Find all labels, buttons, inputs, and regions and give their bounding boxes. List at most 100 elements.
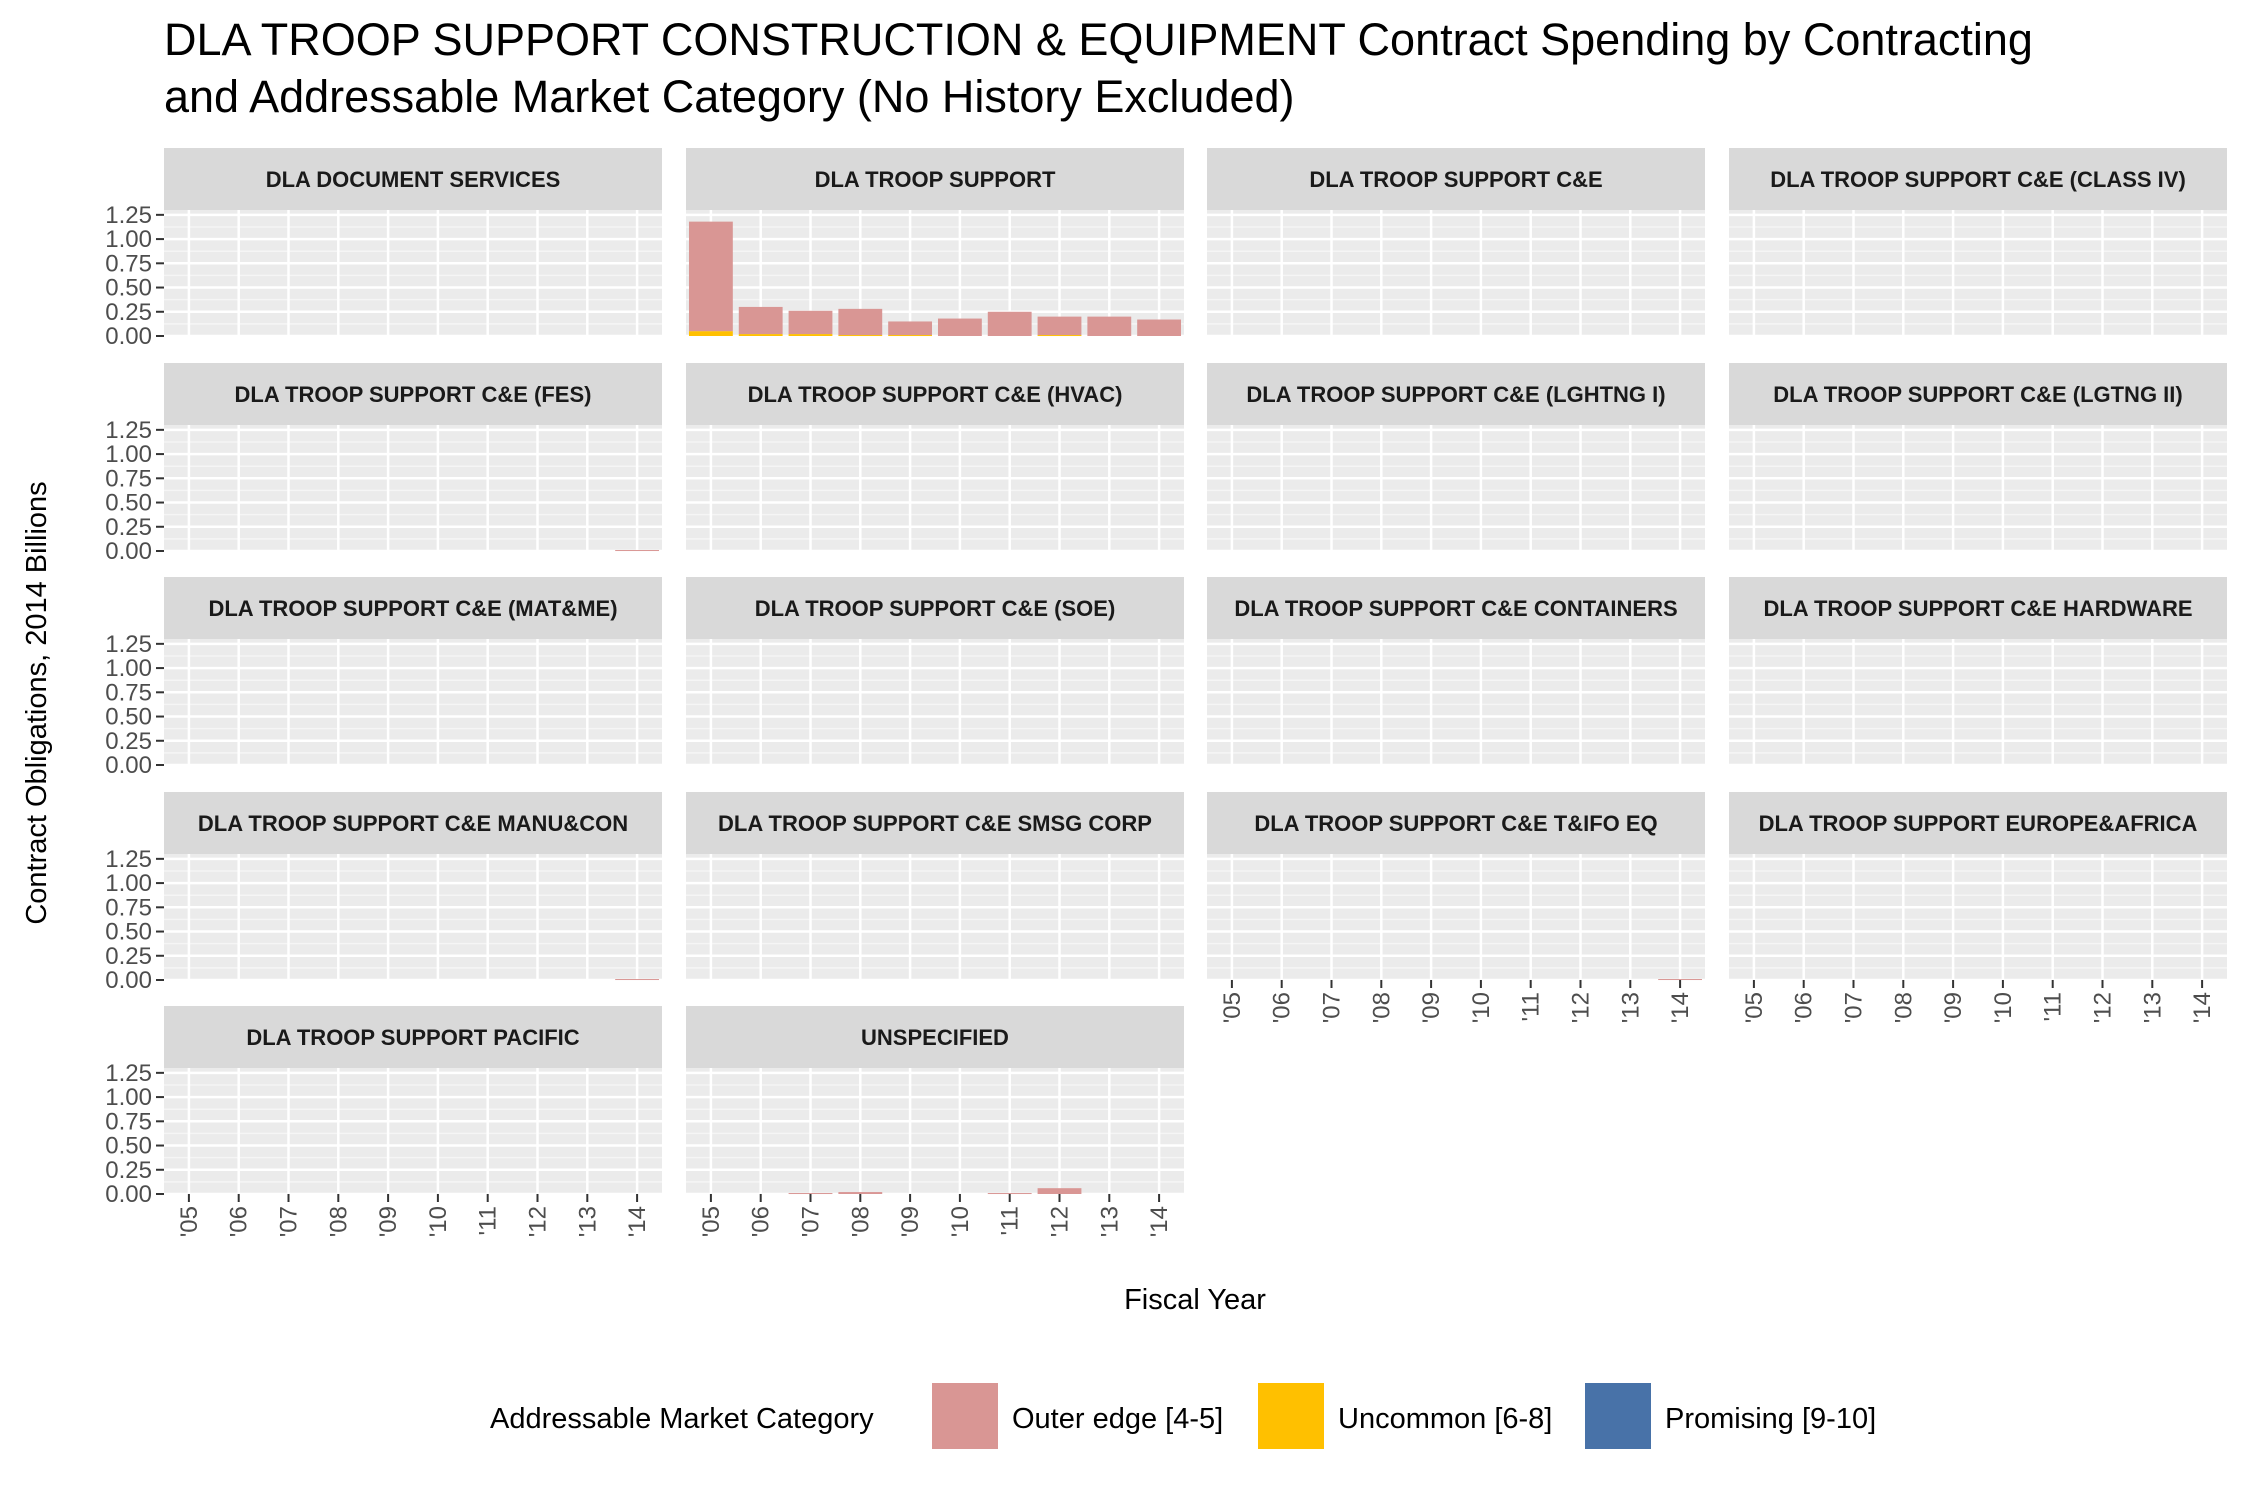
bar-outer-edge-4-5-06 bbox=[738, 306, 783, 335]
x-tick-label: '11 bbox=[997, 1206, 1024, 1236]
panel-dla-troop-support-c-e-manu-con: DLA TROOP SUPPORT C&E MANU&CON0.000.250.… bbox=[105, 792, 662, 994]
facet-strip bbox=[1729, 148, 2227, 210]
bar-outer-edge-4-5-11 bbox=[987, 311, 1032, 336]
panel-dla-troop-support-c-e-containers: DLA TROOP SUPPORT C&E CONTAINERS bbox=[1207, 577, 1705, 767]
y-tick-label: 0.50 bbox=[105, 275, 152, 302]
panel-background bbox=[686, 1068, 1184, 1194]
x-tick-label: '05 bbox=[1219, 992, 1246, 1023]
legend-title: Addressable Market Category bbox=[490, 1403, 874, 1435]
y-tick-label: 0.50 bbox=[105, 1133, 152, 1160]
panel-dla-troop-support-c-e-lgtng-ii: DLA TROOP SUPPORT C&E (LGTNG II) bbox=[1729, 363, 2227, 553]
facet-strip bbox=[1729, 792, 2227, 854]
legend-key-promising-9-10 bbox=[1585, 1383, 1651, 1449]
panel-dla-troop-support: DLA TROOP SUPPORT bbox=[686, 148, 1184, 338]
y-tick-label: 0.75 bbox=[105, 1108, 152, 1135]
y-tick-label: 0.00 bbox=[105, 323, 152, 350]
x-tick-label: '08 bbox=[1368, 992, 1395, 1023]
x-tick-label: '10 bbox=[1990, 992, 2017, 1023]
x-tick-label: '09 bbox=[375, 1206, 402, 1237]
y-tick-label: 1.25 bbox=[105, 417, 152, 444]
legend-key-outer-edge-4-5 bbox=[932, 1383, 998, 1449]
bar-uncommon-6-8-06 bbox=[738, 334, 783, 336]
panel-background bbox=[1207, 210, 1705, 336]
bar-outer-edge-4-5-14 bbox=[615, 550, 660, 552]
bar-outer-edge-4-5-05 bbox=[688, 221, 733, 332]
facet-strip bbox=[164, 363, 662, 425]
legend: Addressable Market Category Outer edge [… bbox=[490, 1383, 1876, 1449]
x-tick-label: '08 bbox=[1890, 992, 1917, 1023]
x-tick-label: '14 bbox=[2189, 992, 2216, 1023]
y-tick-label: 0.50 bbox=[105, 490, 152, 517]
panel-dla-troop-support-c-e-soe: DLA TROOP SUPPORT C&E (SOE) bbox=[686, 577, 1184, 767]
panel-dla-troop-support-c-e: DLA TROOP SUPPORT C&E bbox=[1207, 148, 1705, 338]
panel-dla-troop-support-c-e-hardware: DLA TROOP SUPPORT C&E HARDWARE bbox=[1729, 577, 2227, 767]
panel-dla-troop-support-c-e-hvac: DLA TROOP SUPPORT C&E (HVAC) bbox=[686, 363, 1184, 553]
x-tick-label: '12 bbox=[1568, 992, 1595, 1023]
facet-strip bbox=[1207, 577, 1705, 639]
panel-background bbox=[1207, 425, 1705, 551]
x-tick-label: '06 bbox=[748, 1206, 775, 1237]
bar-outer-edge-4-5-12 bbox=[1037, 1188, 1082, 1194]
panel-dla-troop-support-c-e-t-ifo-eq: DLA TROOP SUPPORT C&E T&IFO EQ '05 '06 '07 '… bbox=[1207, 792, 1705, 1023]
bar-outer-edge-4-5-14 bbox=[615, 979, 660, 981]
x-tick-label: '12 bbox=[525, 1206, 552, 1237]
x-tick-label: '10 bbox=[425, 1206, 452, 1237]
panel-background bbox=[1729, 854, 2227, 980]
chart-title-line-2: and Addressable Market Category (No Hist… bbox=[164, 71, 1295, 122]
facet-strip-label: DLA TROOP SUPPORT C&E HARDWARE bbox=[1763, 596, 2192, 621]
x-tick-label: '09 bbox=[1940, 992, 1967, 1023]
facet-strip bbox=[164, 577, 662, 639]
bar-outer-edge-4-5-07 bbox=[788, 310, 833, 335]
x-tick-label: '10 bbox=[1468, 992, 1495, 1023]
panel-dla-troop-support-c-e-class-iv: DLA TROOP SUPPORT C&E (CLASS IV) bbox=[1729, 148, 2227, 338]
legend-key-uncommon-6-8 bbox=[1258, 1383, 1324, 1449]
x-tick-label: '06 bbox=[1269, 992, 1296, 1023]
y-tick-label: 0.00 bbox=[105, 967, 152, 994]
y-tick-label: 0.25 bbox=[105, 1157, 152, 1184]
facet-strip-label: DLA TROOP SUPPORT C&E SMSG CORP bbox=[718, 811, 1152, 836]
facet-strip-label: DLA TROOP SUPPORT C&E bbox=[1309, 167, 1602, 192]
y-tick-label: 1.25 bbox=[105, 631, 152, 658]
panel-dla-troop-support-c-e-fes: DLA TROOP SUPPORT C&E (FES) 0.000.250.500… bbox=[105, 363, 662, 565]
y-tick-label: 0.00 bbox=[105, 538, 152, 565]
bar-uncommon-6-8-09 bbox=[888, 335, 933, 337]
x-tick-label: '13 bbox=[1096, 1206, 1123, 1237]
x-tick-label: '07 bbox=[1841, 992, 1868, 1023]
chart-title-line-1: DLA TROOP SUPPORT CONSTRUCTION & EQUIPME… bbox=[164, 14, 2033, 65]
panel-background bbox=[164, 639, 662, 765]
y-tick-label: 0.00 bbox=[105, 1181, 152, 1208]
y-tick-label: 0.50 bbox=[105, 919, 152, 946]
y-tick-label: 0.75 bbox=[105, 465, 152, 492]
panel-dla-document-services: DLA DOCUMENT SERVICES 0.000.250.500.751.0… bbox=[105, 148, 662, 350]
facet-strip-label: DLA TROOP SUPPORT C&E CONTAINERS bbox=[1234, 596, 1677, 621]
facet-strip-label: DLA TROOP SUPPORT EUROPE&AFRICA bbox=[1759, 811, 2198, 836]
panel-unspecified: UNSPECIFIED '05 '06 '07 '08 '09 '10 '11 '12 '13 '1… bbox=[686, 1006, 1184, 1237]
x-tick-label: '06 bbox=[226, 1206, 253, 1237]
panel-background bbox=[686, 854, 1184, 980]
bar-uncommon-6-8-08 bbox=[838, 335, 883, 337]
panel-background bbox=[686, 425, 1184, 551]
facet-strip bbox=[686, 363, 1184, 425]
panel-dla-troop-support-europe-africa: DLA TROOP SUPPORT EUROPE&AFRICA '05 '06 '07… bbox=[1729, 792, 2227, 1023]
x-tick-label: '11 bbox=[475, 1206, 502, 1236]
y-axis-label: Contract Obligations, 2014 Billions bbox=[21, 481, 53, 924]
x-tick-label: '14 bbox=[1146, 1206, 1173, 1237]
facet-strip-label: DLA TROOP SUPPORT C&E (HVAC) bbox=[748, 382, 1123, 407]
panel-dla-troop-support-pacific: DLA TROOP SUPPORT PACIFIC 0.000.250.500.7… bbox=[105, 1006, 662, 1237]
facet-panels: DLA DOCUMENT SERVICES0.000.250.500.751.0… bbox=[105, 148, 2227, 1237]
facet-strip bbox=[1207, 148, 1705, 210]
panel-background bbox=[164, 854, 662, 980]
x-tick-label: '14 bbox=[1667, 992, 1694, 1023]
facet-strip-label: DLA DOCUMENT SERVICES bbox=[266, 167, 561, 192]
panel-dla-troop-support-c-e-lghtng-i: DLA TROOP SUPPORT C&E (LGHTNG I) bbox=[1207, 363, 1705, 553]
x-tick-label: '05 bbox=[176, 1206, 203, 1237]
bar-outer-edge-4-5-09 bbox=[888, 321, 933, 336]
panel-dla-troop-support-c-e-smsg-corp: DLA TROOP SUPPORT C&E SMSG CORP bbox=[686, 792, 1184, 982]
facet-strip bbox=[686, 148, 1184, 210]
x-tick-label: '13 bbox=[574, 1206, 601, 1237]
y-tick-label: 0.75 bbox=[105, 894, 152, 921]
facet-strip-label: DLA TROOP SUPPORT C&E (SOE) bbox=[755, 596, 1116, 621]
bar-outer-edge-4-5-08 bbox=[838, 308, 883, 336]
legend-label-uncommon-6-8: Uncommon [6-8] bbox=[1338, 1403, 1552, 1435]
